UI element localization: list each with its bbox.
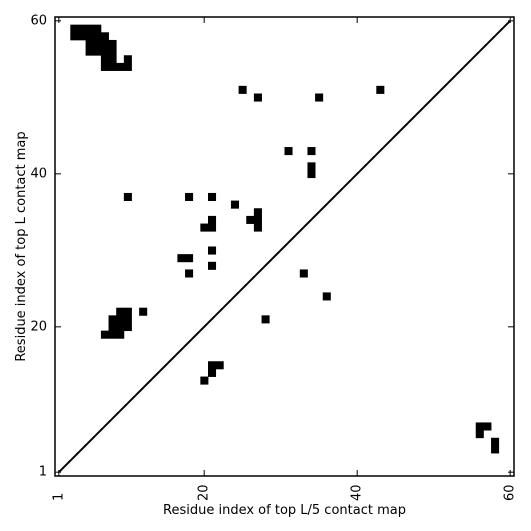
contact-cell xyxy=(208,261,217,270)
contact-cell xyxy=(307,162,316,171)
contact-cell xyxy=(100,62,109,71)
contact-cell xyxy=(93,24,102,33)
contact-cell xyxy=(108,330,117,339)
contact-cell xyxy=(475,422,484,431)
x-tick-label: 40 xyxy=(350,484,365,501)
contact-cell xyxy=(100,47,109,56)
contact-cell xyxy=(93,47,102,56)
contact-cell xyxy=(322,292,331,301)
contact-cell xyxy=(491,445,500,454)
contact-cell xyxy=(100,39,109,48)
contact-cell xyxy=(100,32,109,41)
contact-cell xyxy=(208,215,217,224)
contact-cell xyxy=(475,430,484,439)
contact-cell xyxy=(116,62,125,71)
y-tick-label: 40 xyxy=(30,166,47,181)
contact-cell xyxy=(123,315,132,324)
contact-cell xyxy=(376,85,385,94)
y-tick-label: 1 xyxy=(39,465,47,480)
contact-cell xyxy=(261,315,270,324)
contact-cell xyxy=(116,315,125,324)
contact-cell xyxy=(200,376,209,385)
contact-cell xyxy=(116,307,125,316)
x-tick-label: 60 xyxy=(503,484,518,501)
contact-cell xyxy=(108,323,117,332)
plot-frame xyxy=(54,16,515,477)
y-tick-label: 20 xyxy=(30,319,47,334)
contact-cell xyxy=(483,422,492,431)
contact-cell xyxy=(208,192,217,201)
contact-cell xyxy=(200,223,209,232)
contact-cell xyxy=(85,32,94,41)
contact-cell xyxy=(307,147,316,156)
x-tick-label: 1 xyxy=(51,493,66,501)
contact-cell xyxy=(307,170,316,179)
contact-cell xyxy=(77,24,86,33)
contact-cell xyxy=(185,192,194,201)
contact-cell xyxy=(100,55,109,64)
contact-cell xyxy=(299,269,308,278)
contact-cell xyxy=(253,208,262,217)
contact-cell xyxy=(70,24,79,33)
contact-cell xyxy=(215,361,224,370)
contact-cell xyxy=(208,368,217,377)
contact-cell xyxy=(208,361,217,370)
x-tick-label: 20 xyxy=(197,484,212,501)
contact-cells xyxy=(70,24,500,454)
contact-cell xyxy=(230,200,239,209)
axis-ticks: 1 20 40 60 1 20 40 60 xyxy=(30,13,517,501)
contact-cell xyxy=(123,62,132,71)
contact-cell xyxy=(108,315,117,324)
contact-cell xyxy=(93,32,102,41)
contact-cell xyxy=(116,330,125,339)
y-tick-label: 60 xyxy=(30,13,47,28)
contact-cell xyxy=(253,223,262,232)
contact-cell xyxy=(246,215,255,224)
contact-cell xyxy=(123,192,132,201)
contact-cell xyxy=(253,215,262,224)
contact-cell xyxy=(108,47,117,56)
contact-cell xyxy=(123,307,132,316)
contact-cell xyxy=(70,32,79,41)
contact-cell xyxy=(108,62,117,71)
x-axis-label: Residue index of top L/5 contact map xyxy=(163,503,406,518)
contact-cell xyxy=(491,437,500,446)
contact-cell xyxy=(185,254,194,263)
contact-cell xyxy=(177,254,186,263)
contact-cell xyxy=(108,55,117,64)
contact-cell xyxy=(238,85,247,94)
contact-cell xyxy=(123,323,132,332)
contact-cell xyxy=(284,147,293,156)
contact-cell xyxy=(315,93,324,102)
contact-cell xyxy=(253,93,262,102)
contact-cell xyxy=(85,39,94,48)
contact-cell xyxy=(108,39,117,48)
contact-cell xyxy=(208,223,217,232)
contact-cell xyxy=(116,323,125,332)
contact-cell xyxy=(208,246,217,255)
contact-cell xyxy=(123,55,132,64)
contact-cell xyxy=(85,47,94,56)
diagonal-line xyxy=(58,20,511,473)
contact-cell xyxy=(100,330,109,339)
contact-cell xyxy=(139,307,148,316)
contact-cell xyxy=(85,24,94,33)
contact-cell xyxy=(185,269,194,278)
contact-cell xyxy=(93,39,102,48)
y-axis-label: Residue index of top L contact map xyxy=(14,131,29,361)
contact-cell xyxy=(77,32,86,41)
